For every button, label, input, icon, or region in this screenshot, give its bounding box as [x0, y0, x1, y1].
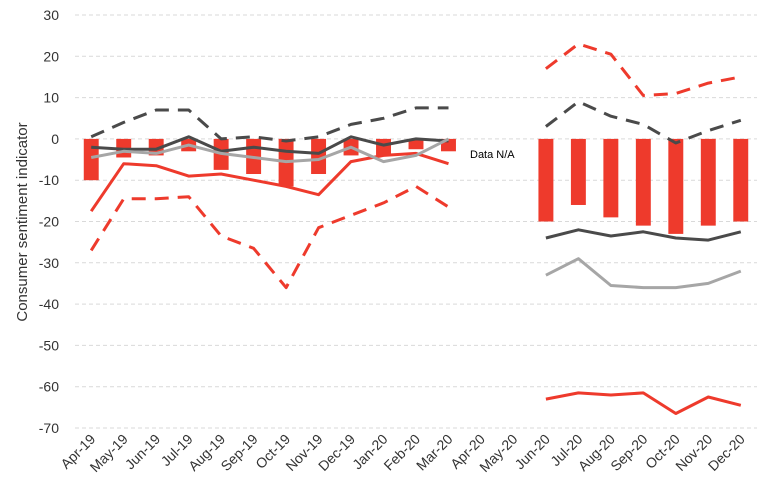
line-series — [89, 42, 742, 415]
x-axis-ticks: Apr-19May-19Jun-19Jul-19Aug-19Sep-19Oct-… — [57, 431, 748, 475]
bar — [83, 138, 99, 181]
bar — [376, 138, 391, 156]
bar — [733, 138, 749, 222]
y-tick-label: -60 — [39, 379, 59, 395]
x-tick-label: Sep-19 — [217, 431, 260, 474]
series-line — [90, 137, 742, 290]
y-tick-label: 30 — [43, 7, 59, 23]
bar — [311, 138, 327, 175]
y-tick-label: -40 — [39, 296, 59, 312]
x-tick-label: Mar-20 — [413, 431, 456, 474]
data-na-annotation: Data N/A — [470, 149, 515, 161]
gridlines — [75, 14, 757, 429]
y-tick-label: -50 — [39, 337, 59, 353]
x-tick-label: Jun-19 — [122, 431, 164, 473]
series-line — [89, 42, 742, 290]
y-axis-ticks: 30 20 10 0 -10 -20 -30 -40 -50 -60 -70 — [39, 7, 59, 436]
y-tick-label: 0 — [51, 131, 59, 147]
series-line — [89, 151, 742, 415]
bar — [538, 138, 554, 222]
y-tick-label: 10 — [43, 90, 59, 106]
x-tick-label: Sep-20 — [607, 431, 650, 474]
y-tick-label: -30 — [39, 255, 59, 271]
x-tick-label: Dec-20 — [705, 431, 748, 474]
x-tick-label: Jun-20 — [511, 431, 553, 473]
y-axis-label: Consumer sentiment indicator — [14, 122, 31, 321]
series-line — [90, 100, 742, 145]
bar — [603, 138, 619, 218]
x-tick-label: Dec-19 — [315, 431, 358, 474]
series-line — [91, 135, 742, 242]
y-tick-label: 20 — [43, 48, 59, 64]
bar — [635, 138, 651, 226]
bar — [700, 138, 716, 226]
bar — [570, 138, 586, 205]
bar — [408, 138, 424, 150]
y-tick-label: -10 — [39, 172, 59, 188]
bar — [668, 138, 684, 234]
y-tick-label: -70 — [39, 420, 59, 436]
y-tick-label: -20 — [39, 214, 59, 230]
